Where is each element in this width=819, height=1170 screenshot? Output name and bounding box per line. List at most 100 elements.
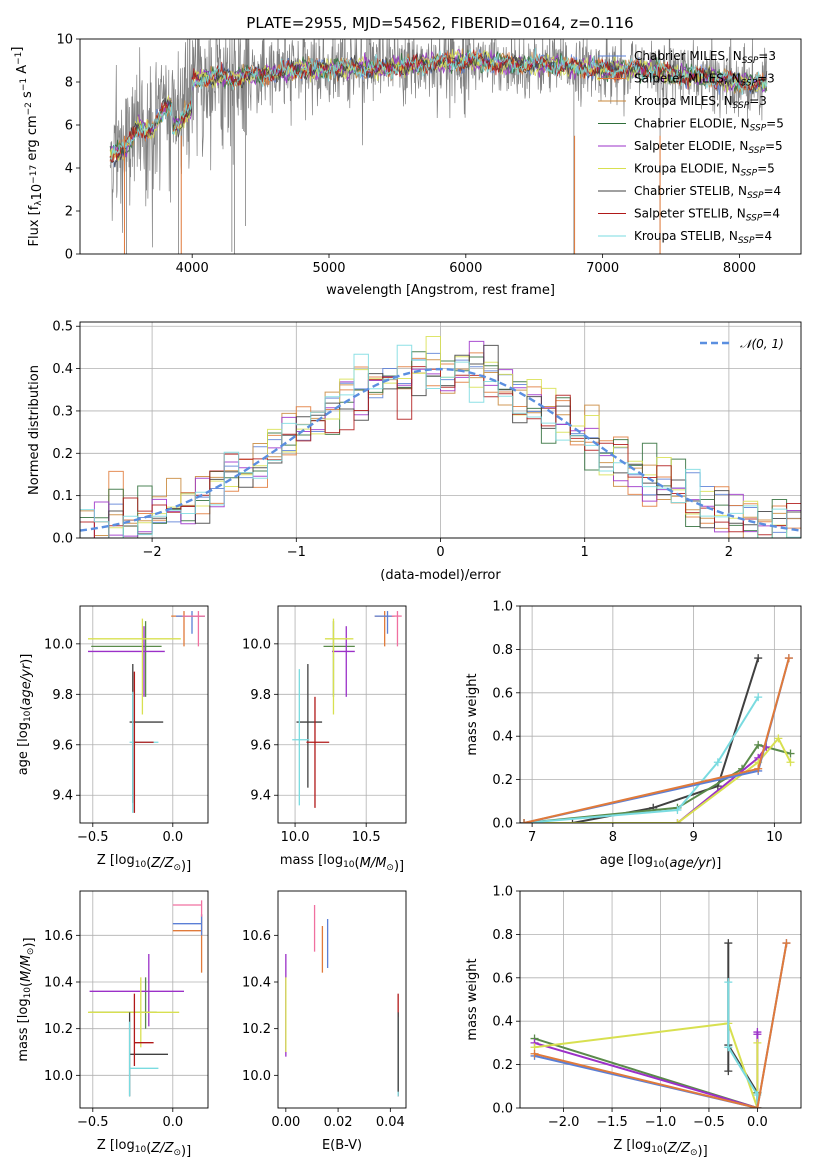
legend-label: Chabrier STELIB, NSSP=4 [634,184,781,201]
weight-marker [520,819,529,823]
label-part: )] [19,654,34,664]
label-part: −2 [24,102,34,115]
spectrum-panel: 4000 5000 6000 7000 8000 0 2 4 6 8 10 Chabrier MILE… [10,33,802,298]
label-part: M/M [19,955,34,982]
axes-frame [79,890,209,1109]
label-part: 10 [23,710,33,722]
y-tick-label: 10.4 [242,976,271,991]
label-part: 10 [653,860,665,870]
legend-sub: SSP [746,214,763,224]
x-tick-label: 0.00 [271,1115,300,1130]
errorbar-point [91,621,162,697]
legend-sub: SSP [741,169,758,179]
legend-label: 𝒩(0, 1) [740,337,784,351]
label-part: 10 [651,1145,663,1155]
legend-text: Kroupa STELIB, N [634,229,738,243]
x-tick-label: −0.5 [77,1115,109,1130]
x-tick-label: 0.04 [376,1115,405,1130]
age-vs-metallicity-panel: −0.5 0.09.49.69.810.0Z [log10(Z/Z⊙)]age [… [16,605,209,874]
x-tick-label: −0.5 [77,830,109,845]
legend-text: =4 [754,229,772,243]
weight-marker [786,758,795,767]
errorbar-point [133,993,154,1066]
model-line [109,47,768,160]
legend-sub: SSP [733,101,750,111]
weight-marker [753,1104,762,1108]
weight-marker [754,654,763,663]
x-tick-label: −1 [287,545,306,560]
label-part: 10 [23,987,33,999]
weight-marker [568,819,577,823]
label-part: −1 [19,78,29,91]
y-tick-label: 10.0 [44,1069,73,1084]
label-part: )] [22,937,37,947]
x-tick-label: 0.0 [162,830,183,845]
y-tick-label: 10.6 [242,929,271,944]
label-part: mass [log [280,853,343,868]
x-tick-label: 7 [528,830,536,845]
y-tick-label: 0.1 [52,489,73,504]
y-tick-label: 8 [65,76,73,91]
label-part: mass [log [16,998,31,1061]
label-part: )] [181,859,191,874]
legend-text: =3 [757,72,775,86]
weight-vs-age-panel: 7 8 9 10 0.0 0.2 0.4 0.6 0.8 1.0 mass weight age [l… [465,600,802,871]
legend-label: Kroupa STELIB, NSSP=4 [634,229,772,246]
y-tick-label: 1.0 [492,885,513,900]
legend-text: =5 [765,139,783,153]
y-tick-label: 2 [65,205,73,220]
label-part: erg cm [25,115,40,164]
errorbar-point [172,900,203,917]
label-part: ⊙ [26,948,36,956]
y-tick-label: 10.4 [44,976,73,991]
weight-marker [673,819,682,823]
errorbar-point [324,618,354,715]
weight-marker [530,1049,539,1058]
y-tick-label: 9.6 [250,738,271,753]
legend-text: =4 [764,184,782,198]
label-part: age [log [16,722,31,775]
spectrum-plot-area [109,39,768,254]
x-tick-label: −1.0 [645,1115,677,1130]
x-tick-label: 0 [436,545,444,560]
x-tick-label: 7000 [586,261,619,276]
residuals-panel: −2 −1 0 1 2 0.0 0.1 0.2 0.3 0.4 0.5 𝒩(0, 1) (data-mo… [27,320,802,583]
label-part: Z [log [97,853,135,868]
legend-sub: SSP [748,146,765,156]
weight-marker [782,939,791,948]
label-part: −1 [14,52,24,65]
legend-text: Salpeter STELIB, N [634,207,746,221]
legend-text: Chabrier ELODIE, N [634,117,750,131]
label-part: Z/Z [150,856,174,871]
errorbar-area [285,905,399,1097]
label-part: )] [698,1144,708,1159]
label-part: ( [355,856,360,871]
label-part: 10 [343,860,355,870]
legend-text: Salpeter MILES, N [634,72,741,86]
x-tick-label: −1.5 [596,1115,628,1130]
errorbar-point [306,696,330,808]
errorbar-point [88,626,165,697]
y-tick-label: 0.8 [492,928,513,943]
x-axis-label: E(B-V) [322,1138,362,1153]
y-tick-label: 0.0 [492,817,513,832]
label-part: Flux [f [27,205,42,246]
weight-marker [724,1043,733,1052]
axes-frame [519,890,802,1109]
histogram-step [80,344,801,538]
x-axis-label: age [log10(age/yr)] [600,853,722,871]
weight-line [523,696,760,823]
errorbar-area [88,611,205,813]
label-part: ⊙ [386,863,394,873]
y-tick-label: 9.4 [250,789,271,804]
x-tick-label: 10.5 [352,830,381,845]
weight-marker [774,734,783,743]
label-part: Z/Z [150,1141,174,1156]
weight-marker [754,764,763,773]
errorbar-point [128,1021,159,1097]
weight-lines [520,654,795,823]
x-axis-label: Z [log10(Z/Z⊙)] [97,853,191,874]
y-axis-label: age [log10(age/yr)] [16,654,34,776]
x-tick-label: 9 [689,830,697,845]
